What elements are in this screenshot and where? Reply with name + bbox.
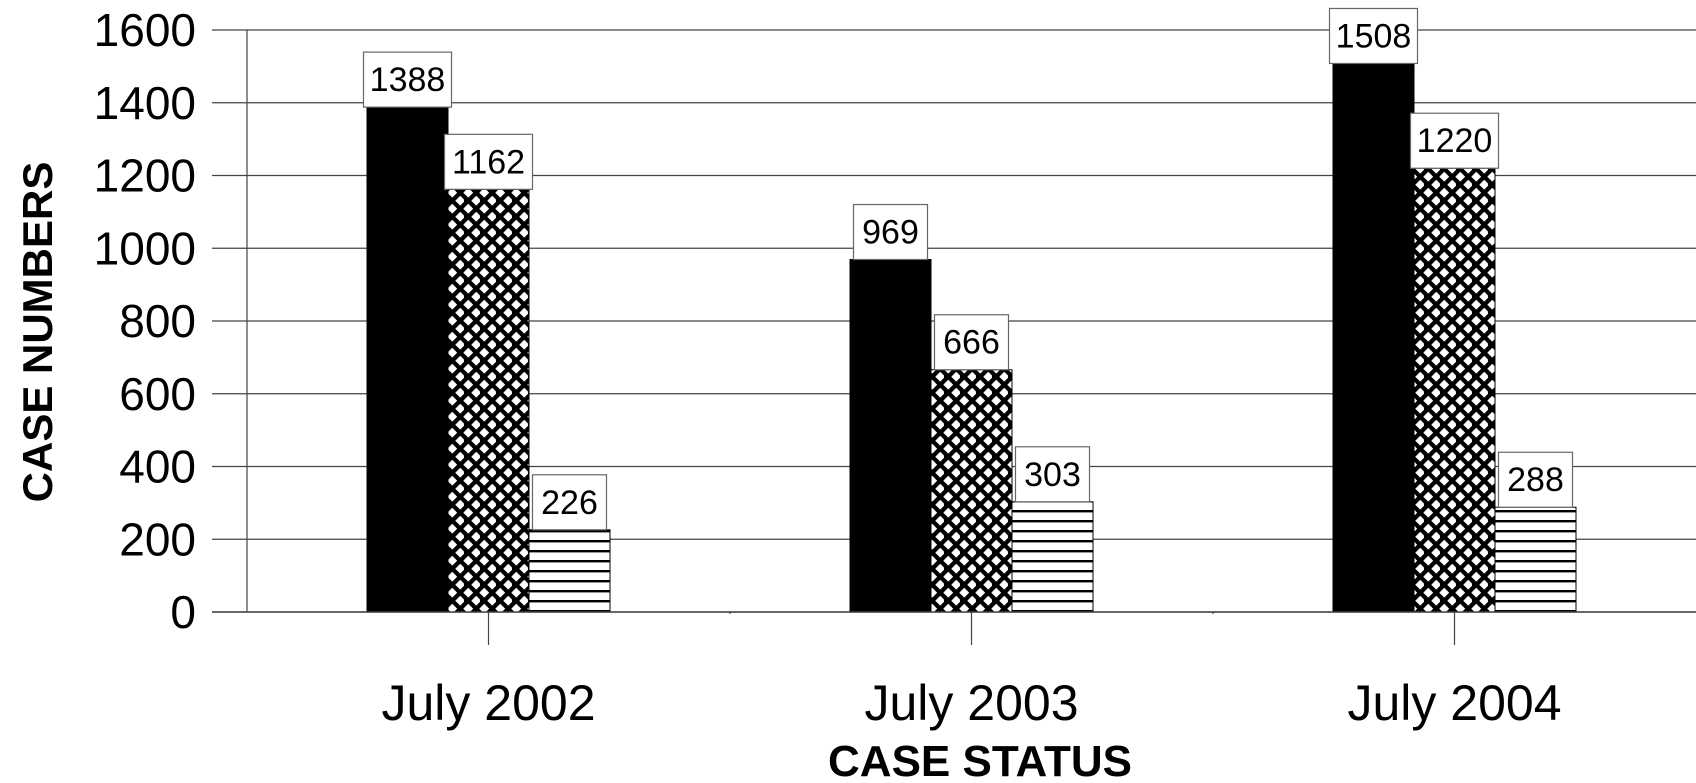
data-label: 1220 [1417, 122, 1493, 160]
y-tick-label: 600 [119, 368, 196, 420]
category-label: July 2004 [1347, 675, 1561, 731]
data-label: 1388 [370, 61, 446, 99]
bar [930, 369, 1013, 613]
category-label: July 2003 [864, 675, 1078, 731]
bar [528, 529, 611, 613]
data-label-box [933, 314, 1010, 371]
data-label: 666 [943, 324, 1000, 362]
x-axis-title: CASE STATUS [828, 737, 1132, 783]
y-tick-label: 1200 [94, 150, 196, 202]
axes: 0 200 400 600 800 1000 1200 1400 1600 July 2002 Ju… [94, 4, 1562, 731]
y-tick-label: 800 [119, 295, 196, 347]
y-axis-title: CASE NUMBERS [14, 162, 61, 503]
data-label: 969 [862, 214, 919, 252]
data-labels: 1388 969 1508 1162 666 1220 226 303 288 [212, 7, 1696, 613]
data-label-box [852, 203, 929, 261]
data-label: 303 [1024, 456, 1081, 494]
bar [1494, 506, 1577, 613]
y-tick-label: 1400 [94, 77, 196, 129]
data-label-box [362, 51, 453, 108]
y-tick-label: 200 [119, 513, 196, 565]
bar [1332, 62, 1415, 613]
bars [366, 62, 1577, 613]
data-label: 1162 [452, 143, 525, 181]
category-label: July 2002 [381, 675, 595, 731]
bar [366, 106, 449, 613]
bar [1413, 167, 1496, 613]
bar [1011, 501, 1094, 613]
y-tick-label: 400 [119, 441, 196, 493]
data-label-box [443, 133, 534, 190]
bar [849, 259, 932, 613]
y-tick-label: 0 [170, 586, 196, 638]
data-label-box [1497, 451, 1574, 508]
y-tick-label: 1600 [94, 4, 196, 56]
bar [447, 188, 530, 613]
data-label-box [1409, 112, 1500, 169]
data-label-box [531, 474, 608, 531]
data-label: 288 [1507, 461, 1564, 499]
data-label: 1508 [1336, 17, 1412, 55]
data-label: 226 [541, 484, 598, 522]
data-label-box [1328, 7, 1419, 65]
y-tick-label: 1000 [94, 222, 196, 274]
data-label-box [1014, 446, 1091, 503]
